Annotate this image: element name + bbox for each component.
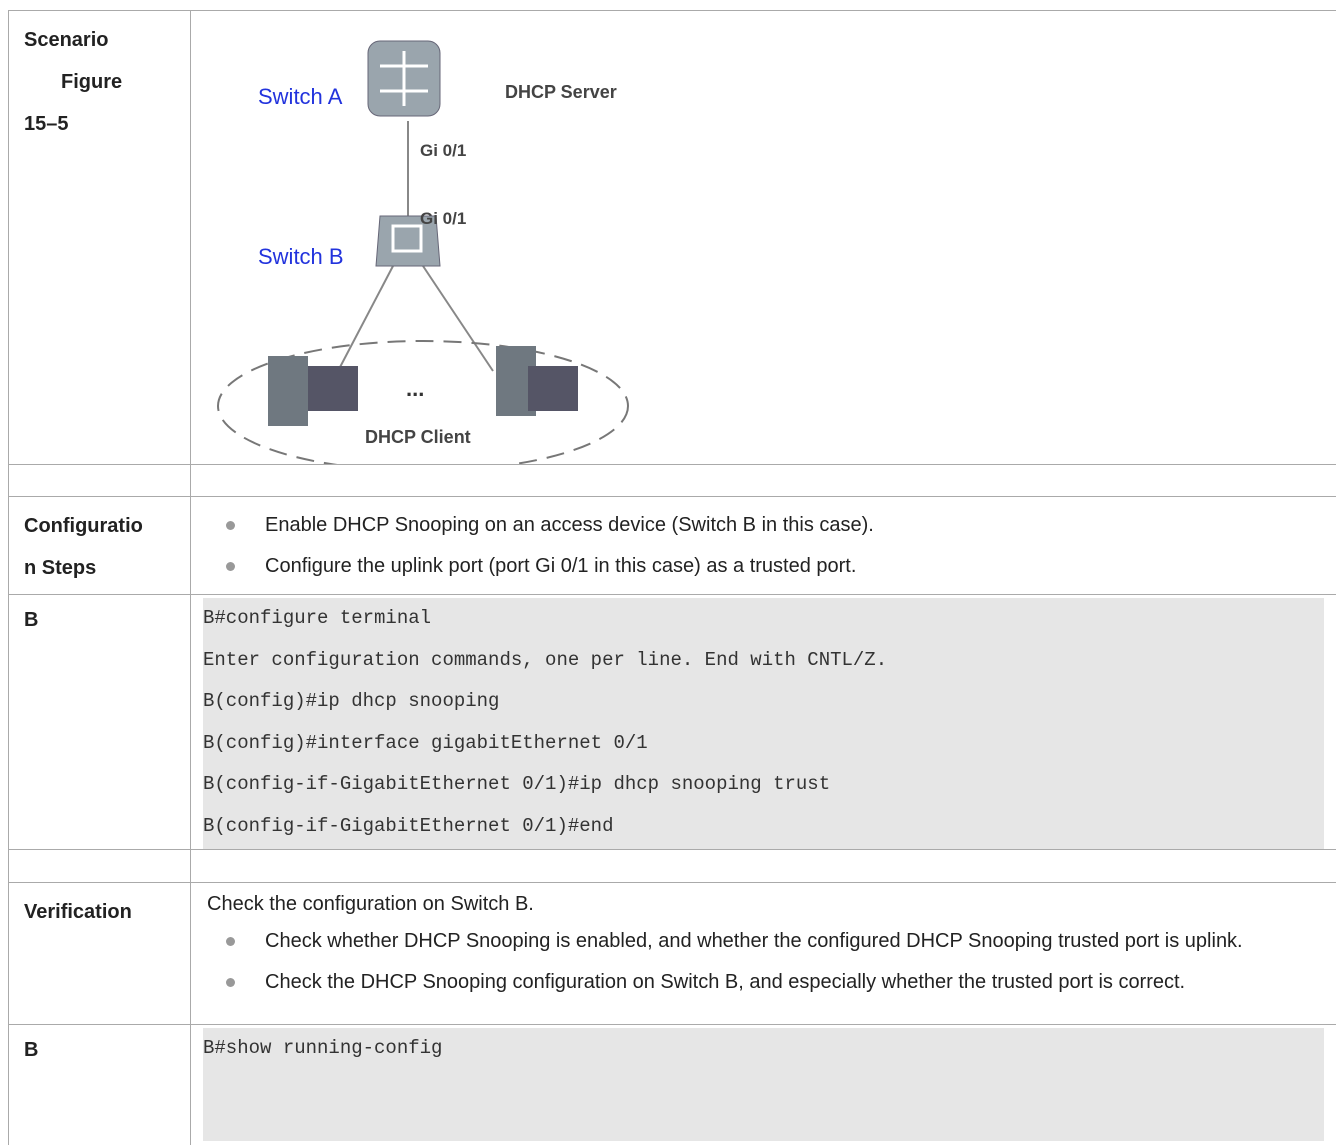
topology-figure: Switch A DHCP Server Gi 0/1 Gi 0/1 Switc… [217,40,629,465]
label-line: B [24,609,39,631]
code-block: B#show running-config [203,1028,1324,1141]
row-code: B B#configure terminal Enter configuration… [8,594,1336,850]
label: Configuratio n Steps [8,497,191,595]
bullet-item: Check the DHCP Snooping configuration on… [192,962,1325,1003]
row-empty [8,464,1336,497]
bullet-item: Check whether DHCP Snooping is enabled, … [192,921,1325,962]
label-line: B [24,1039,39,1061]
switch-a-label: Switch A [258,84,343,109]
code-line: B(config-if-GigabitEthernet 0/1)#ip dhcp… [203,773,831,795]
switch-b-label: Switch B [258,244,344,269]
label-line: n Steps [24,557,97,579]
row-empty [8,849,1336,883]
client-label: DHCP Client [365,427,471,447]
code-line: B(config)#ip dhcp snooping [203,690,500,712]
content: B#show running-config [192,1025,1336,1145]
label-line: 15–5 [24,113,69,135]
intro-text: Check the configuration on Switch B. [207,893,534,915]
code-line: B#configure terminal [203,607,432,629]
code-line: B#show running-config [203,1037,443,1059]
label: Verification [8,883,191,1025]
row-code: B B#show running-config [8,1024,1336,1145]
content: Enable DHCP Snooping on an access device… [192,497,1336,603]
port-label: Gi 0/1 [420,141,466,160]
label: Scenario Figure 15–5 [8,11,191,465]
port-label: Gi 0/1 [420,209,466,228]
code-line: Enter configuration commands, one per li… [203,648,888,671]
content: B#configure terminal Enter configuration … [192,595,1336,850]
row-steps: Configuratio n Steps Enable DHCP Snooping … [8,496,1336,595]
label-line: Figure [61,71,123,93]
row-scenario: Scenario Figure 15–5 Switch A DHCP Serve… [8,10,1336,465]
code-line: B(config)#interface gigabitEthernet 0/1 [203,731,648,754]
bullet-item: Configure the uplink port (port Gi 0/1 i… [192,546,1325,587]
row-verification: Verification Check the configuration on S… [8,882,1336,1025]
label [8,465,191,497]
ellipsis: ... [406,376,424,401]
bullet-item: Enable DHCP Snooping on an access device… [192,505,1325,546]
label-line: Configuratio [24,515,143,537]
label [8,850,191,883]
label-line: Scenario [24,29,109,51]
label: B [8,595,191,850]
label: B [8,1025,191,1145]
server-label: DHCP Server [505,82,617,102]
label-line: Verification [24,901,132,923]
content: Check the configuration on Switch B. Chec… [192,883,1336,1025]
code-line: B(config-if-GigabitEthernet 0/1)#end [203,814,614,837]
code-block: B#configure terminal Enter configuration … [203,598,1324,849]
